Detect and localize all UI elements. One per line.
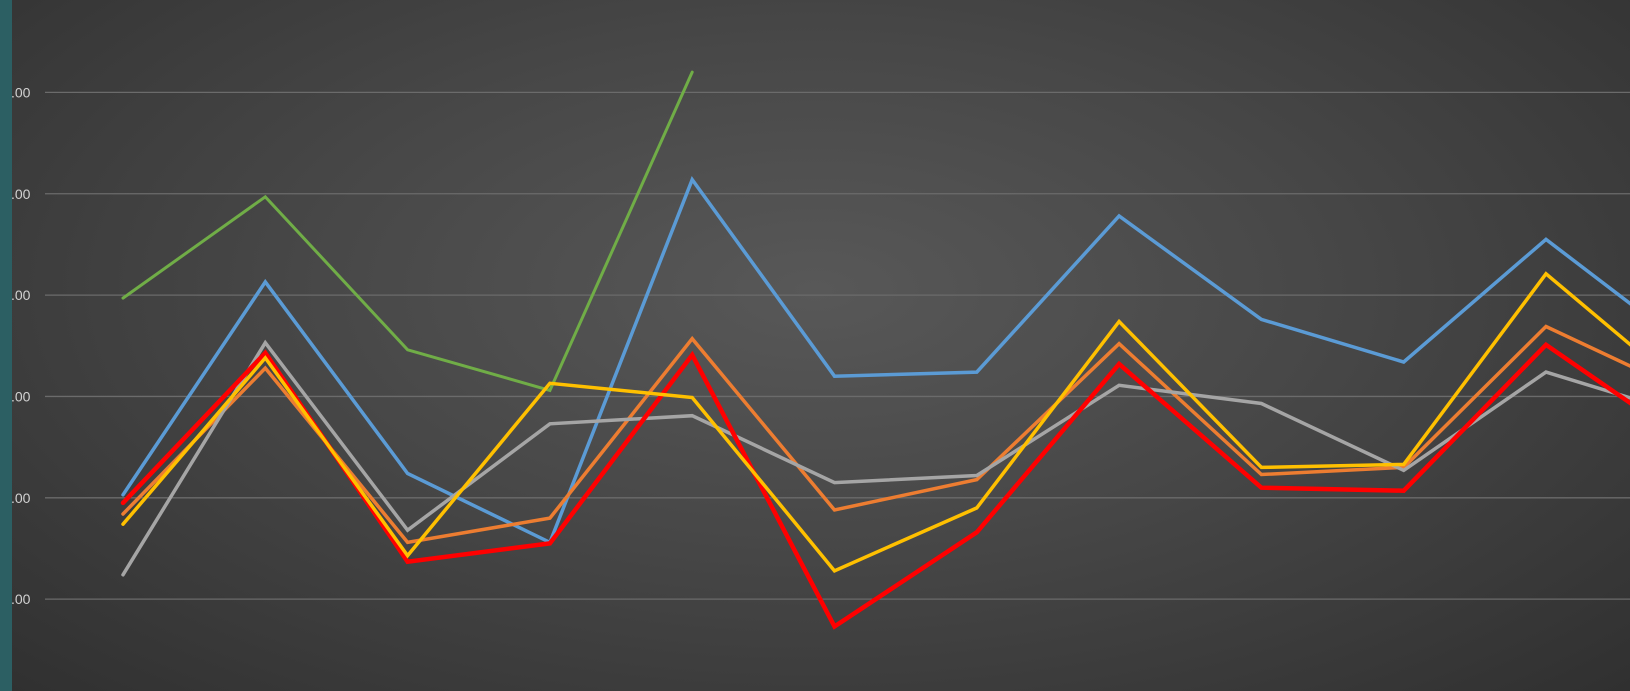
series-line xyxy=(120,341,1630,630)
y-tick-label: .00 xyxy=(11,84,31,100)
series-line xyxy=(121,339,1630,577)
series-6 xyxy=(121,271,1630,573)
series-line xyxy=(121,175,1630,545)
series-4 xyxy=(121,339,1630,577)
series-5 xyxy=(120,341,1630,630)
series-3 xyxy=(121,324,1630,545)
y-tick-label: .00 xyxy=(11,490,31,506)
side-accent-strip xyxy=(0,0,12,691)
y-tick-label: .00 xyxy=(11,186,31,202)
y-tick-label: .00 xyxy=(11,591,31,607)
series-line xyxy=(121,70,694,393)
y-axis-tick-labels: .00 .00 .00 .00 .00 .00 xyxy=(11,84,31,607)
series-1 xyxy=(121,70,694,393)
series-line xyxy=(121,271,1630,573)
data-series xyxy=(120,70,1630,630)
y-tick-label: .00 xyxy=(11,287,31,303)
y-tick-label: .00 xyxy=(11,388,31,404)
series-line xyxy=(121,324,1630,545)
gridlines xyxy=(45,91,1630,600)
